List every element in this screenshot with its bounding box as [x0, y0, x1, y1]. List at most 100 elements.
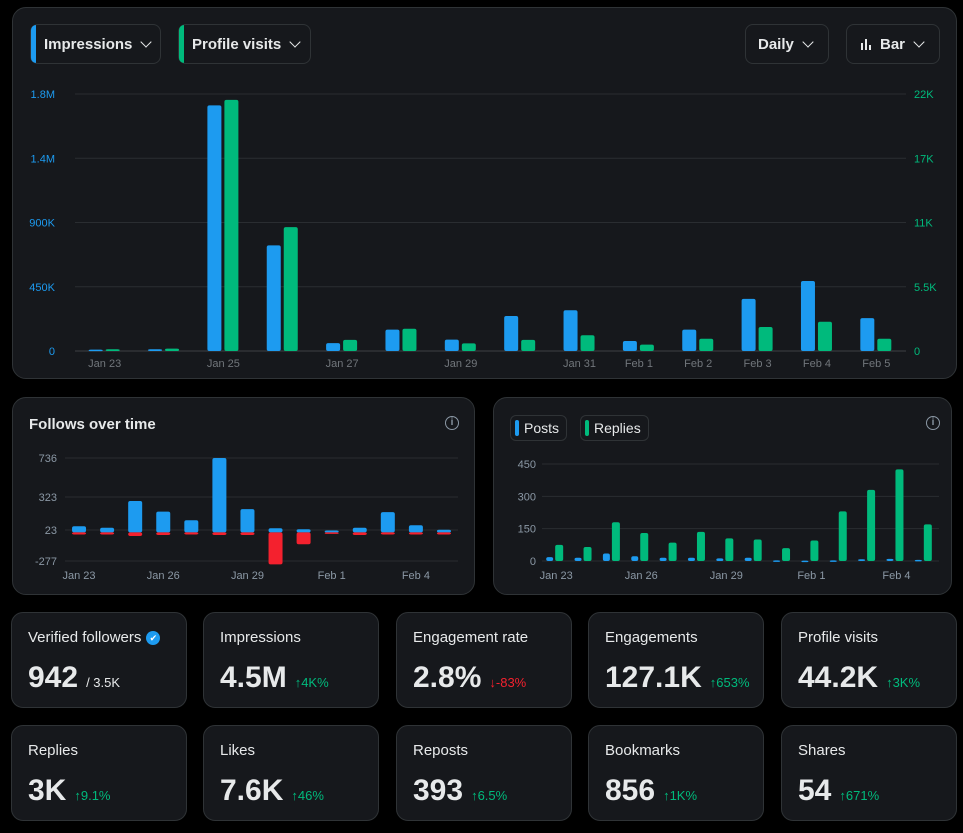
x-tick-label: Feb 3 [744, 358, 772, 370]
arrow-up-icon: ↑ [709, 675, 717, 690]
profile-visits-bar [283, 227, 298, 351]
stat-value: 393 [413, 774, 464, 807]
stat-shares[interactable]: Shares 54 ↑671% [781, 725, 957, 821]
stat-engagement-rate[interactable]: Engagement rate 2.8% ↓-83% [396, 612, 572, 708]
x-tick-label: Jan 27 [326, 358, 359, 370]
follows-bar [212, 458, 227, 533]
chevron-down-icon [802, 36, 814, 48]
impressions-bar [326, 343, 341, 351]
unfollows-bar [436, 532, 451, 535]
posts-legend-chip[interactable]: Posts [510, 415, 568, 441]
replies-bar [810, 540, 819, 561]
replies-bar [838, 511, 847, 561]
stat-label: Engagement rate [413, 629, 529, 646]
stat-verified-followers[interactable]: Verified followers ✔ 942 / 3.5K [11, 612, 187, 708]
posts-bar [829, 560, 837, 562]
stat-label: Bookmarks [605, 742, 681, 759]
chart-type-label: Bar [880, 35, 906, 53]
y-tick-left: 1.8M [31, 89, 55, 101]
follows-bar [184, 520, 199, 533]
unfollows-bar [156, 532, 171, 535]
info-icon[interactable]: i [926, 416, 940, 430]
arrow-up-icon: ↑ [839, 788, 846, 803]
profile-visits-bar [699, 338, 714, 351]
metric1-label: Impressions [44, 35, 133, 53]
y-tick-right: 11K [914, 218, 933, 230]
y-tick: 0 [530, 556, 536, 568]
stat-label: Replies [28, 742, 79, 759]
stat-change: ↑671% [839, 788, 880, 803]
metric1-dropdown[interactable]: Impressions [30, 24, 161, 64]
stat-impressions[interactable]: Impressions 4.5M ↑4K% [203, 612, 379, 708]
profile-visits-color-swatch [179, 25, 184, 63]
profile-visits-bar [224, 99, 239, 351]
x-tick-label: Feb 4 [882, 570, 910, 582]
replies-bar [555, 544, 564, 561]
y-tick-right: 5.5K [914, 282, 937, 294]
y-tick-left: 900K [29, 218, 55, 230]
y-tick-right: 22K [914, 89, 934, 101]
posts-bar [716, 558, 724, 561]
posts-bar [602, 553, 610, 561]
unfollows-bar [352, 532, 367, 535]
stat-likes[interactable]: Likes 7.6K ↑46% [203, 725, 379, 821]
profile-visits-bar [639, 344, 654, 351]
replies-bar [895, 469, 904, 561]
follows-card: Follows over time i 736 323 23 -277 Jan 23 Ja… [12, 397, 475, 595]
unfollows-bar [212, 532, 227, 535]
info-icon[interactable]: i [445, 416, 459, 430]
impressions-bar [266, 245, 281, 351]
posts-bar [886, 558, 894, 561]
stat-reposts[interactable]: Reposts 393 ↑6.5% [396, 725, 572, 821]
posts-replies-chart: 450 300 150 0 Jan 23 Jan 26 Jan 29 Feb 1 Feb 4 [518, 459, 939, 582]
interval-dropdown[interactable]: Daily [745, 24, 829, 64]
unfollows-bar [240, 532, 255, 535]
unfollows-bar [72, 532, 87, 535]
follows-bar [268, 528, 283, 533]
posts-bar [659, 557, 667, 561]
posts-bar [631, 556, 639, 561]
replies-bar [640, 532, 649, 561]
stat-value: 127.1K [605, 661, 702, 694]
profile-visits-bar [817, 321, 832, 351]
follows-bar [100, 527, 115, 533]
x-tick-label: Feb 1 [797, 570, 825, 582]
stat-profile-visits[interactable]: Profile visits 44.2K ↑3K% [781, 612, 957, 708]
posts-bar [801, 560, 809, 563]
chart-type-dropdown[interactable]: Bar [846, 24, 940, 64]
stat-value: 44.2K [798, 661, 879, 694]
stat-value: 7.6K [220, 774, 284, 807]
impressions-chart: 1.8M 22K 1.4M 17K 900K 11K 450K 5.5K 0 0 Jan 23 Jan… [29, 89, 937, 370]
arrow-up-icon: ↑ [74, 788, 81, 803]
stat-engagements[interactable]: Engagements 127.1K ↑653% [588, 612, 764, 708]
stat-replies[interactable]: Replies 3K ↑9.1% [11, 725, 187, 821]
stat-label: Shares [798, 742, 846, 759]
arrow-up-icon: ↑ [294, 675, 302, 690]
chevron-down-icon [289, 36, 301, 48]
unfollows-bar [100, 532, 115, 535]
y-tick-right: 0 [914, 346, 920, 358]
x-tick-label: Jan 23 [88, 358, 121, 370]
follows-bar [324, 530, 339, 533]
verified-badge-icon: ✔ [146, 631, 161, 645]
x-tick-label: Jan 25 [207, 358, 240, 370]
unfollows-bar [324, 532, 339, 534]
arrow-down-icon: ↓ [489, 675, 496, 690]
replies-swatch [585, 420, 589, 436]
bar-chart-icon [861, 39, 871, 50]
posts-bar [687, 557, 695, 561]
y-tick: 323 [39, 492, 57, 504]
y-tick-left: 0 [49, 346, 55, 358]
replies-legend-chip[interactable]: Replies [580, 415, 649, 441]
posts-bar [914, 559, 922, 562]
follows-bar [380, 512, 395, 533]
metric2-dropdown[interactable]: Profile visits [178, 24, 311, 64]
profile-visits-bar [758, 327, 773, 351]
y-tick: -277 [35, 556, 57, 568]
profile-visits-bar [877, 338, 892, 351]
chevron-down-icon [140, 36, 153, 48]
stat-value: 54 [798, 774, 832, 807]
main-chart-card: Impressions Profile visits Daily Bar 1.8… [12, 7, 957, 379]
stat-bookmarks[interactable]: Bookmarks 856 ↑1K% [588, 725, 764, 821]
unfollows-bar [408, 532, 423, 535]
